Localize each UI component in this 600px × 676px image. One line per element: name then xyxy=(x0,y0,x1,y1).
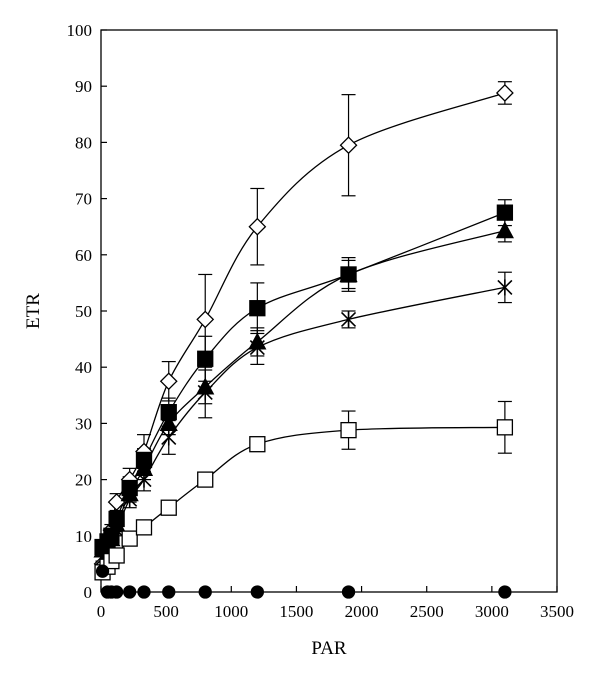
data-point-diamond xyxy=(248,217,267,236)
x-tick-label: 2500 xyxy=(410,602,444,621)
data-point-star xyxy=(197,384,213,401)
data-point-circle xyxy=(95,564,110,578)
x-tick-label: 3000 xyxy=(475,602,509,621)
y-tick-label: 10 xyxy=(75,527,92,546)
data-point-circle xyxy=(137,585,151,599)
error-bars xyxy=(95,81,512,568)
y-tick-label: 80 xyxy=(75,133,92,152)
y-tick-label: 90 xyxy=(75,77,92,96)
y-axis-title: ETR xyxy=(23,293,44,329)
data-point-star xyxy=(109,522,125,539)
data-point-square-open xyxy=(197,471,214,488)
data-point-diamond xyxy=(107,493,126,511)
y-tick-label: 20 xyxy=(75,471,92,490)
x-tick-label: 2000 xyxy=(345,602,379,621)
x-tick-label: 1000 xyxy=(214,602,248,621)
data-point-triangle xyxy=(339,265,358,283)
data-point-square-filled xyxy=(249,300,266,317)
data-point-triangle xyxy=(495,221,514,239)
data-point-circle xyxy=(341,585,356,599)
data-point-circle xyxy=(498,585,512,599)
y-tick-label: 40 xyxy=(75,358,92,377)
data-point-diamond xyxy=(196,310,215,329)
y-tick-label: 50 xyxy=(75,302,92,321)
data-point-circle xyxy=(250,585,264,599)
data-markers xyxy=(93,84,514,599)
y-tick-label: 30 xyxy=(75,414,92,433)
data-point-star xyxy=(136,471,152,488)
x-axis-title: PAR xyxy=(311,638,347,659)
data-point-square-open xyxy=(108,547,125,564)
data-point-star xyxy=(249,339,265,356)
data-point-diamond xyxy=(339,136,358,155)
x-tick-label: 1500 xyxy=(279,602,313,621)
y-tick-label: 60 xyxy=(75,246,92,265)
data-point-star xyxy=(122,491,138,508)
data-point-square-open xyxy=(160,499,177,516)
data-point-square-filled xyxy=(496,204,514,221)
data-point-circle xyxy=(162,585,176,599)
data-point-square-open xyxy=(340,421,357,439)
data-point-circle xyxy=(198,585,212,599)
data-point-diamond xyxy=(495,84,514,102)
data-point-star xyxy=(497,279,513,296)
data-point-square-open xyxy=(496,419,514,436)
data-point-star xyxy=(161,429,177,446)
x-tick-label: 3500 xyxy=(540,602,574,621)
data-point-star xyxy=(340,311,357,328)
data-point-square-open xyxy=(121,530,138,547)
y-tick-label: 70 xyxy=(75,190,92,209)
x-tick-label: 0 xyxy=(97,602,106,621)
series-curve xyxy=(101,92,506,565)
y-tick-label: 100 xyxy=(67,21,93,40)
x-tick-label: 500 xyxy=(153,602,179,621)
data-point-square-open xyxy=(249,436,266,453)
data-point-diamond xyxy=(159,372,178,391)
data-point-square-filled xyxy=(197,350,214,367)
data-point-circle xyxy=(109,585,124,599)
data-point-circle xyxy=(123,585,137,599)
y-tick-label: 0 xyxy=(84,583,93,602)
data-point-square-open xyxy=(135,519,153,536)
